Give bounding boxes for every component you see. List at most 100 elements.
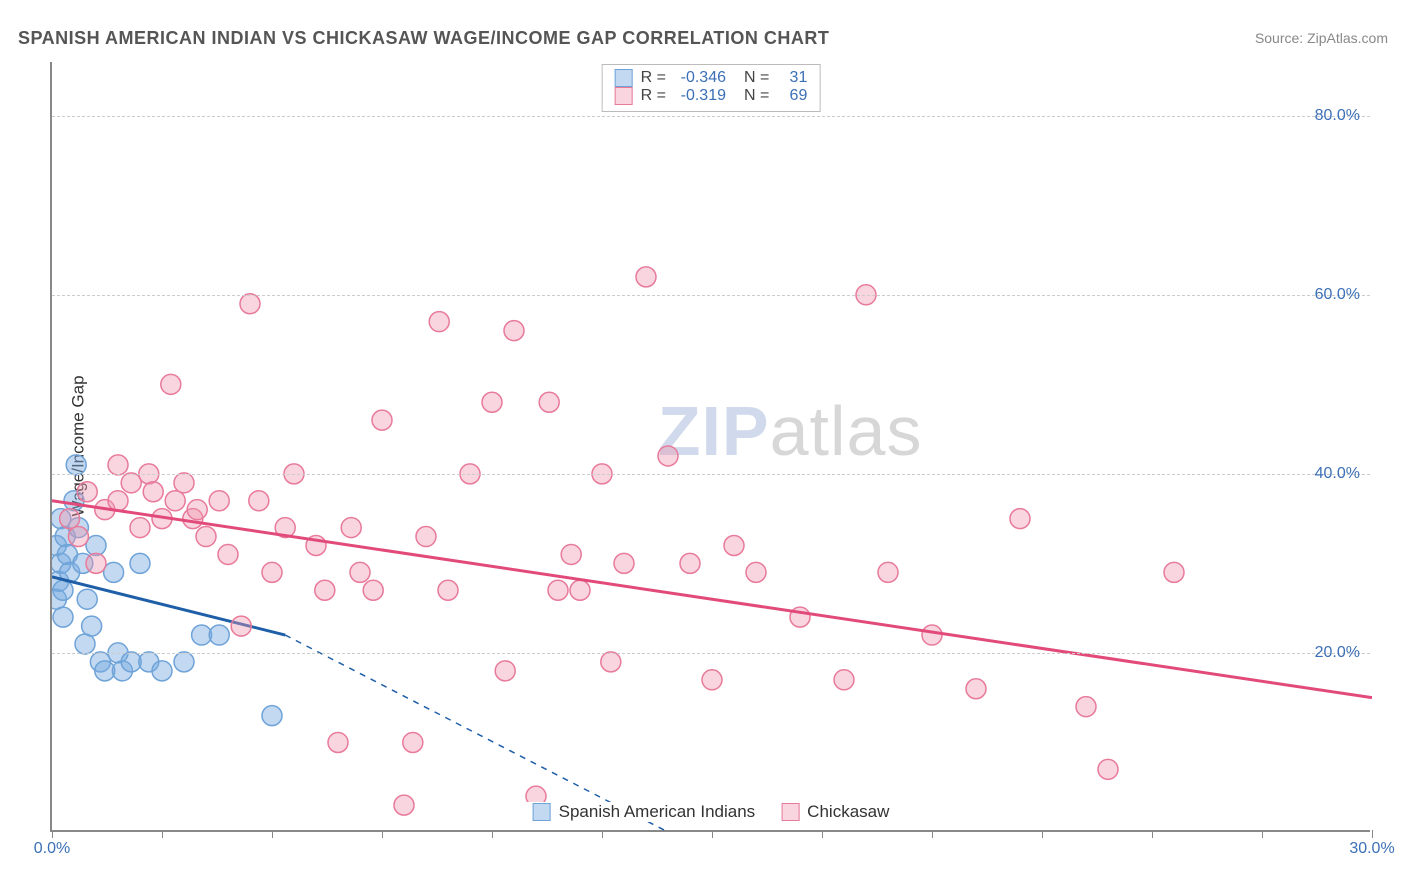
data-point (86, 553, 106, 573)
trend-line (52, 501, 1372, 698)
data-point (82, 616, 102, 636)
data-point (1010, 509, 1030, 529)
y-tick-label: 80.0% (1315, 107, 1360, 125)
data-point (240, 294, 260, 314)
data-point (152, 661, 172, 681)
data-point (104, 562, 124, 582)
gridline (52, 116, 1370, 117)
legend-swatch (533, 803, 551, 821)
x-tick (272, 830, 273, 838)
data-point (53, 580, 73, 600)
data-point (152, 509, 172, 529)
data-point (77, 589, 97, 609)
x-tick (822, 830, 823, 838)
legend-label: Chickasaw (807, 802, 889, 822)
source-link[interactable]: ZipAtlas.com (1307, 30, 1388, 46)
source-attribution: Source: ZipAtlas.com (1255, 30, 1388, 46)
data-point (341, 518, 361, 538)
data-point (570, 580, 590, 600)
data-point (64, 491, 84, 511)
watermark: ZIPatlas (658, 391, 923, 471)
gridline (52, 295, 1370, 296)
data-point (262, 562, 282, 582)
data-point (429, 312, 449, 332)
data-point (60, 509, 80, 529)
trend-line (52, 577, 285, 635)
watermark-zip: ZIP (658, 392, 770, 470)
data-point (746, 562, 766, 582)
r-value: -0.346 (674, 69, 726, 87)
legend-swatch (781, 803, 799, 821)
x-tick-label: 0.0% (34, 840, 70, 858)
data-point (218, 544, 238, 564)
n-value: 69 (777, 87, 807, 105)
data-point (636, 267, 656, 287)
watermark-atlas: atlas (770, 392, 923, 470)
data-point (77, 482, 97, 502)
data-point (539, 392, 559, 412)
data-point (790, 607, 810, 627)
data-point (231, 616, 251, 636)
data-point (306, 535, 326, 555)
data-point (548, 580, 568, 600)
stats-legend-box: R =-0.346N =31R =-0.319N =69 (602, 64, 821, 112)
data-point (878, 562, 898, 582)
data-point (143, 482, 163, 502)
data-point (55, 527, 75, 547)
chart-container: SPANISH AMERICAN INDIAN VS CHICKASAW WAG… (0, 0, 1406, 892)
x-tick (1152, 830, 1153, 838)
data-point (57, 544, 77, 564)
data-point (52, 509, 71, 529)
stats-row: R =-0.319N =69 (615, 87, 808, 105)
data-point (130, 518, 150, 538)
data-point (350, 562, 370, 582)
x-tick (712, 830, 713, 838)
data-point (196, 527, 216, 547)
data-point (90, 652, 110, 672)
n-label: N = (744, 87, 769, 105)
data-point (658, 446, 678, 466)
x-tick-label: 30.0% (1349, 840, 1394, 858)
data-point (922, 625, 942, 645)
data-point (68, 518, 88, 538)
data-point (121, 473, 141, 493)
chart-title: SPANISH AMERICAN INDIAN VS CHICKASAW WAG… (18, 28, 829, 49)
data-point (139, 652, 159, 672)
data-point (504, 321, 524, 341)
plot-area: ZIPatlas R =-0.346N =31R =-0.319N =69 Sp… (50, 62, 1370, 832)
source-label: Source: (1255, 30, 1303, 46)
data-point (724, 535, 744, 555)
x-tick (1262, 830, 1263, 838)
r-value: -0.319 (674, 87, 726, 105)
x-tick (382, 830, 383, 838)
data-point (495, 661, 515, 681)
data-point (174, 473, 194, 493)
data-point (363, 580, 383, 600)
data-point (183, 509, 203, 529)
data-point (53, 607, 73, 627)
legend-item: Chickasaw (781, 802, 889, 822)
legend-item: Spanish American Indians (533, 802, 756, 822)
data-point (95, 661, 115, 681)
data-point (209, 491, 229, 511)
x-tick (52, 830, 53, 838)
data-point (60, 562, 80, 582)
n-label: N = (744, 69, 769, 87)
data-point (86, 535, 106, 555)
data-point (75, 634, 95, 654)
data-point (394, 795, 414, 815)
x-tick (162, 830, 163, 838)
data-point (482, 392, 502, 412)
data-point (174, 652, 194, 672)
series-swatch (615, 69, 633, 87)
data-point (702, 670, 722, 690)
data-point (328, 732, 348, 752)
data-point (95, 500, 115, 520)
gridline (52, 474, 1370, 475)
data-point (165, 491, 185, 511)
data-point (52, 571, 69, 591)
data-point (275, 518, 295, 538)
data-point (416, 527, 436, 547)
gridline (52, 653, 1370, 654)
data-point (112, 661, 132, 681)
